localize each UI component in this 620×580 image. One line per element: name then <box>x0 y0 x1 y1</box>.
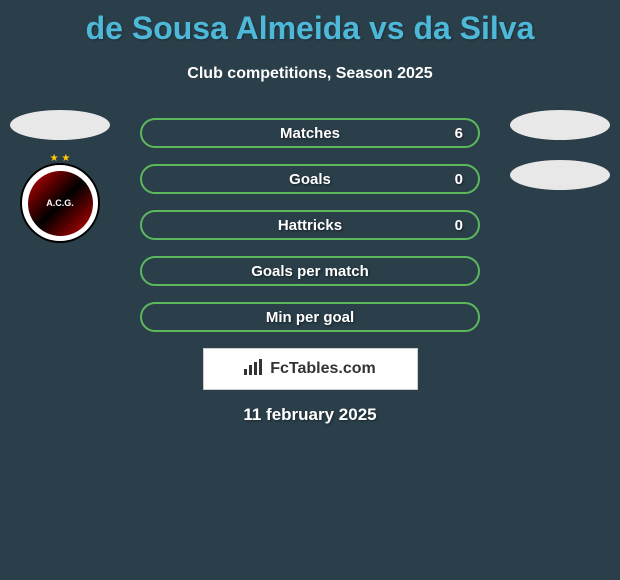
footer-logo[interactable]: FcTables.com <box>203 348 418 390</box>
stat-label: Hattricks <box>278 217 342 234</box>
player-avatar-right-1 <box>510 110 610 140</box>
stat-value-right: 0 <box>455 217 463 234</box>
page-title: de Sousa Almeida vs da Silva <box>0 0 620 47</box>
stat-row-goals: Goals 0 <box>140 164 480 194</box>
stat-row-min-per-goal: Min per goal <box>140 302 480 332</box>
content-area: ★ ★ A.C.G. Matches 6 Goals 0 Hattricks 0… <box>0 118 620 425</box>
footer-logo-text: FcTables.com <box>270 360 376 378</box>
stat-rows: Matches 6 Goals 0 Hattricks 0 Goals per … <box>140 118 480 332</box>
stat-label: Matches <box>280 125 340 142</box>
stat-row-goals-per-match: Goals per match <box>140 256 480 286</box>
player-avatar-right-2 <box>510 160 610 190</box>
footer-date: 11 february 2025 <box>0 405 620 425</box>
club-badge-text: A.C.G. <box>46 199 74 208</box>
club-badge-inner: A.C.G. <box>28 171 93 236</box>
stat-value-right: 6 <box>455 125 463 142</box>
stat-label: Goals <box>289 171 331 188</box>
stat-row-matches: Matches 6 <box>140 118 480 148</box>
stat-label: Goals per match <box>251 263 369 280</box>
stat-row-hattricks: Hattricks 0 <box>140 210 480 240</box>
chart-icon <box>244 359 264 380</box>
club-stars: ★ ★ <box>50 153 71 164</box>
stat-label: Min per goal <box>266 309 354 326</box>
stat-value-right: 0 <box>455 171 463 188</box>
club-badge: ★ ★ A.C.G. <box>20 163 100 243</box>
player-avatar-left <box>10 110 110 140</box>
page-subtitle: Club competitions, Season 2025 <box>0 65 620 83</box>
